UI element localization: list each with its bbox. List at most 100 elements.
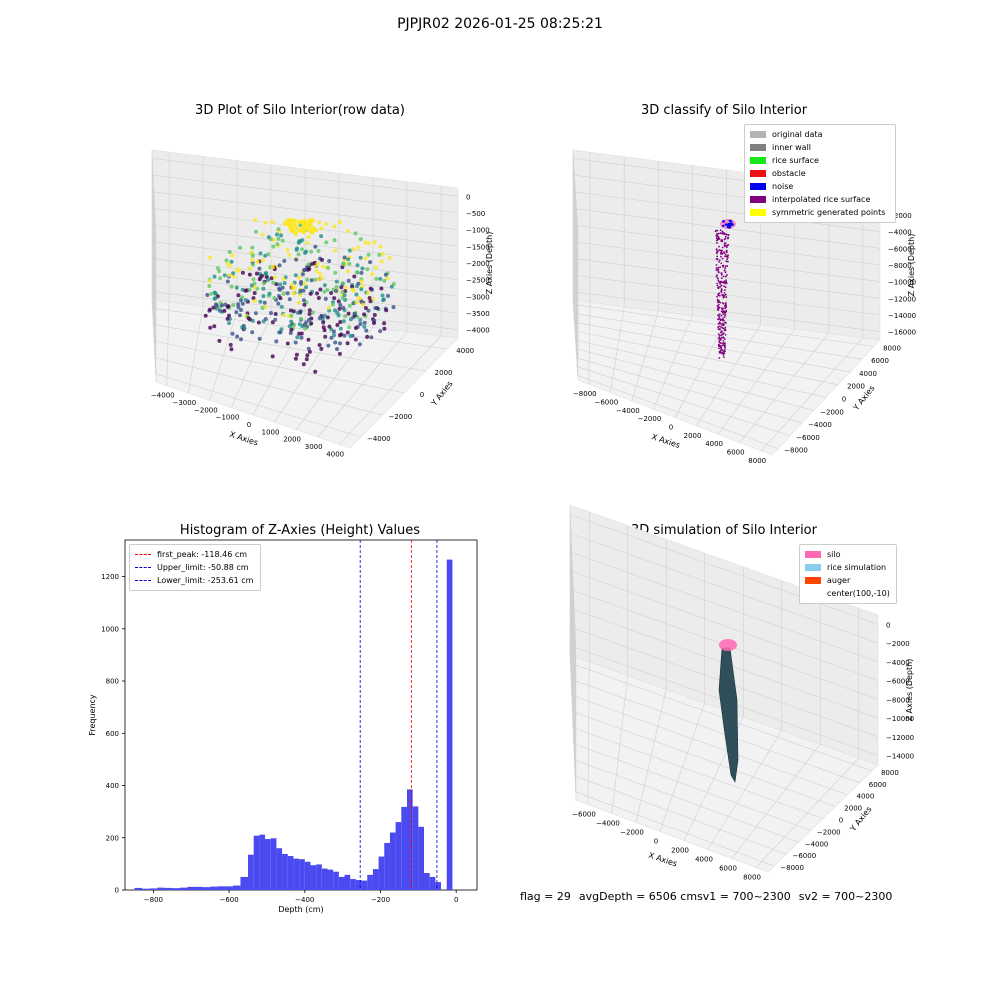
interpolated-point — [717, 314, 719, 316]
raw-scatter-point — [260, 232, 265, 237]
raw-scatter-point — [280, 238, 285, 243]
raw-scatter-point — [306, 235, 311, 239]
histogram-bar — [259, 834, 266, 890]
classify-legend-swatch — [750, 183, 766, 190]
raw-scatter-point — [209, 291, 214, 296]
histogram-bar — [265, 839, 271, 890]
raw-scatter-point — [253, 299, 258, 303]
interpolated-point — [719, 266, 721, 268]
raw-scatter-point — [293, 356, 298, 361]
interpolated-point — [723, 292, 726, 294]
interpolated-point — [722, 232, 724, 234]
sim-y-tick-label: −4000 — [805, 840, 829, 848]
raw-scatter-point — [281, 313, 286, 317]
raw-scatter-point — [301, 228, 306, 234]
sim-z-tick-label: 0 — [886, 621, 890, 629]
raw-y-tick-label: 0 — [420, 391, 424, 399]
raw-z-tick-label: −3000 — [466, 293, 490, 301]
classify-legend-label: rice surface — [772, 156, 819, 165]
raw-scatter-point — [240, 301, 245, 306]
sim-grid-line — [569, 532, 879, 644]
interpolated-point — [715, 248, 718, 251]
raw-scatter-point — [360, 284, 365, 289]
raw-scatter-point — [359, 279, 364, 284]
raw-scatter-point — [317, 343, 322, 347]
raw-scatter-point — [366, 241, 371, 246]
noise-point — [728, 226, 731, 229]
classify-legend-entry: inner wall — [750, 141, 890, 154]
raw-scatter-point — [327, 259, 332, 263]
histogram-bar — [157, 887, 165, 890]
interpolated-point — [715, 252, 718, 255]
figure-title: PJPJR02 2026-01-25 08:25:21 — [397, 16, 603, 32]
raw-scatter-point — [322, 283, 327, 288]
interpolated-point — [724, 253, 727, 256]
raw-scatter-point — [253, 218, 258, 223]
histogram-bar — [240, 876, 249, 890]
interpolated-point — [717, 250, 719, 253]
raw-scatter-point — [389, 284, 394, 289]
histogram-bar — [338, 876, 345, 890]
raw-scatter-point — [347, 248, 352, 253]
raw-scatter-point — [324, 221, 328, 226]
histogram-bar — [134, 887, 143, 890]
sim-grid-line — [569, 645, 577, 791]
interpolated-point — [717, 333, 720, 336]
raw-scatter-point — [229, 259, 234, 264]
cls-y-tick-label: 8000 — [883, 344, 901, 352]
raw-scatter-point — [301, 288, 306, 293]
raw-scatter-point — [316, 296, 321, 300]
interpolated-point — [716, 284, 719, 287]
interpolated-point — [721, 294, 724, 297]
interpolated-point — [715, 267, 718, 269]
raw-scatter-point — [327, 324, 332, 329]
interpolated-point — [721, 349, 724, 352]
raw-scatter-point — [315, 291, 319, 296]
raw-scatter-point — [250, 262, 255, 267]
interpolated-point — [715, 264, 718, 266]
raw-scatter-point — [391, 305, 396, 310]
sim-x-tick-label: 8000 — [743, 874, 761, 882]
raw-scatter-point — [227, 313, 231, 318]
raw-grid-line — [151, 258, 157, 341]
raw-scatter-point — [362, 320, 367, 325]
raw-scatter-point — [318, 287, 323, 292]
raw-scatter-point — [277, 286, 282, 291]
interpolated-point — [718, 325, 721, 328]
cls-grid-line — [572, 274, 579, 356]
raw-scatter-point — [214, 306, 219, 311]
interpolated-point — [715, 237, 718, 240]
raw-scatter-point — [297, 331, 302, 336]
sim-x-tick-label: −4000 — [596, 820, 620, 828]
histogram-bar — [293, 858, 300, 890]
raw-scatter-point — [300, 247, 304, 252]
interpolated-point — [721, 352, 724, 354]
interpolated-point — [720, 337, 723, 339]
raw-scatter-point — [323, 334, 328, 339]
raw-scatter-point — [269, 311, 273, 315]
raw-scatter-point — [346, 278, 351, 283]
interpolated-point — [717, 271, 720, 274]
histogram-bar — [401, 806, 407, 890]
raw-scatter-point — [301, 362, 306, 367]
interpolated-point — [716, 307, 719, 309]
interpolated-point — [722, 307, 725, 310]
raw-scatter-point — [300, 272, 305, 277]
cls-grid-line — [574, 330, 839, 386]
interpolated-point — [723, 316, 726, 318]
raw-scatter-point — [299, 219, 304, 224]
cls-grid-line — [573, 313, 863, 360]
cls-z-tick-label: −10000 — [888, 279, 916, 287]
raw-scatter-point — [343, 314, 348, 319]
raw-scatter-point — [225, 316, 230, 321]
raw-scatter-point — [378, 276, 383, 281]
raw-scatter-point — [356, 245, 361, 250]
histogram-bar — [418, 826, 425, 890]
raw-scatter-point — [347, 325, 352, 330]
classify-legend-swatch — [750, 144, 766, 151]
raw-scatter-point — [289, 327, 294, 332]
raw-scatter-point — [363, 256, 368, 261]
simulation-legend-entry: center(100,-10) — [805, 587, 891, 600]
raw-scatter-point — [354, 300, 359, 305]
interpolated-point — [725, 296, 728, 298]
